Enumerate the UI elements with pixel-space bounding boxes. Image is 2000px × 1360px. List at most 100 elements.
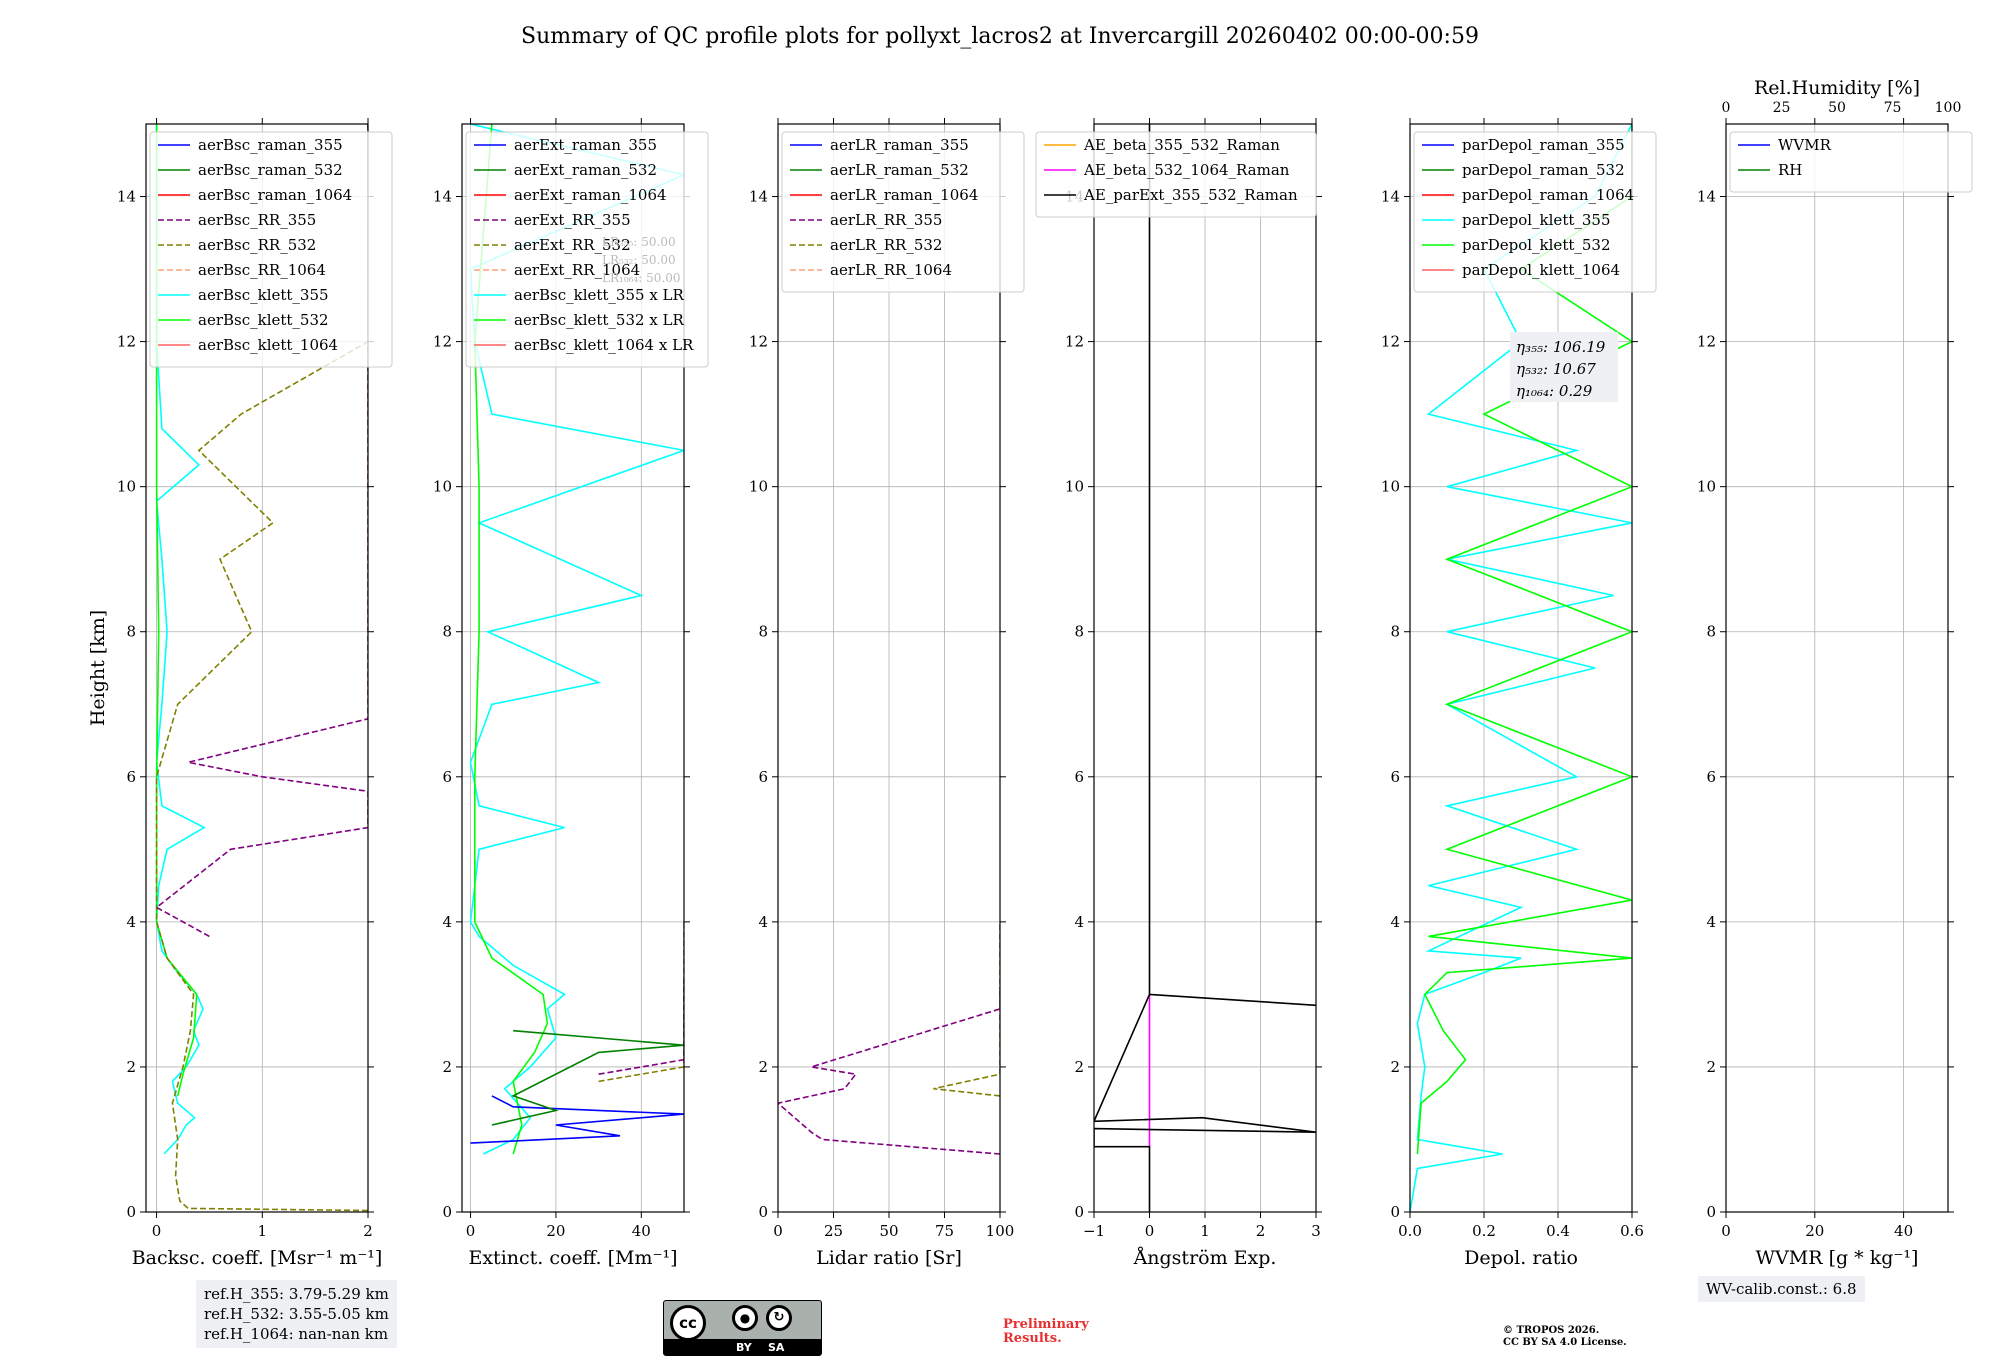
legend-entry: parDepol_klett_532	[1462, 236, 1611, 254]
preliminary-line-1: Preliminary	[1003, 1317, 1089, 1332]
y-tick-label: 14	[749, 188, 768, 206]
copyright-line-1: © TROPOS 2026.	[1503, 1325, 1600, 1336]
y-tick-label: 14	[1381, 188, 1400, 206]
y-tick-label: 14	[1697, 188, 1716, 206]
legend: parDepol_raman_355 parDepol_raman_532 parD…	[1413, 131, 1657, 293]
x-tick-label: 100	[986, 1222, 1015, 1240]
legend-entry: aerBsc_klett_1064	[198, 336, 338, 354]
legend-box	[781, 131, 1025, 293]
panel-frame	[1725, 123, 1949, 1213]
legend-entry: parDepol_klett_1064	[1462, 261, 1620, 279]
x-axis-label: Lidar ratio [Sr]	[816, 1247, 962, 1269]
legend-entry: RH	[1778, 161, 1802, 179]
panel-lidar_ratio: 0 25 50 75 100 0 2 4 6 8 10 12 14 Lidar ratio [Sr] aer…	[749, 118, 1025, 1269]
x-axis-label: Ångström Exp.	[1133, 1247, 1277, 1269]
legend: aerLR_raman_355 aerLR_raman_532 aerLR_rama…	[781, 131, 1025, 293]
copyright-note: © TROPOS 2026. CC BY SA 4.0 License.	[1503, 1325, 1627, 1349]
series-line-aerExt_raman_532	[491, 1029, 684, 1126]
panel-depol: 0.0 0.2 0.4 0.6 0 2 4 6 8 10 12 14 Depol. ratio parDe…	[1381, 118, 1657, 1269]
series-line-parDepol_klett_355	[1410, 124, 1632, 1212]
y-tick-label: 0	[758, 1203, 768, 1221]
attribution-icon: ●	[732, 1305, 758, 1331]
top-x-axis-label: Rel.Humidity [%]	[1754, 77, 1920, 99]
x-tick-label: 20	[1805, 1222, 1824, 1240]
x-tick-label: 1	[1200, 1222, 1210, 1240]
eta-label: η₅₃₂: 10.67	[1516, 360, 1596, 378]
y-tick-label: 10	[1381, 478, 1400, 496]
x-tick-label: 0.4	[1546, 1222, 1570, 1240]
top-x-tick-label: 50	[1828, 100, 1846, 116]
legend: aerExt_raman_355 aerExt_raman_532 aerExt_r…	[465, 131, 709, 368]
x-tick-label: 0	[1145, 1222, 1155, 1240]
y-tick-label: 6	[442, 768, 452, 786]
series-line-aerBsc_klett_532 x LR	[473, 124, 549, 1155]
series-group	[155, 124, 368, 1212]
y-tick-label: 0	[1390, 1203, 1400, 1221]
series-group	[1094, 124, 1316, 1212]
legend-box	[465, 131, 709, 368]
y-tick-label: 6	[126, 768, 136, 786]
y-tick-label: 2	[1074, 1058, 1084, 1076]
legend: WVMR RH	[1729, 131, 1973, 193]
legend-box	[1413, 131, 1657, 293]
legend-entry: aerBsc_RR_1064	[198, 261, 326, 279]
y-tick-label: 0	[442, 1203, 452, 1221]
x-tick-label: 0	[1721, 1222, 1731, 1240]
x-tick-label: 25	[824, 1222, 843, 1240]
legend-entry: aerExt_RR_532	[514, 236, 631, 254]
x-tick-label: 50	[879, 1222, 898, 1240]
legend-entry: AE_beta_532_1064_Raman	[1083, 161, 1290, 179]
panel-frame	[1409, 123, 1633, 1213]
preliminary-line-2: Results.	[1003, 1331, 1062, 1346]
figure-title: Summary of QC profile plots for pollyxt_…	[521, 24, 1479, 49]
x-tick-label: 3	[1311, 1222, 1321, 1240]
ref-height-1064: ref.H_1064: nan-nan km	[204, 1325, 389, 1343]
legend-entry: aerBsc_raman_1064	[198, 186, 352, 204]
legend-entry: WVMR	[1778, 136, 1832, 154]
y-tick-label: 6	[1390, 768, 1400, 786]
series-line-aerExt_RR_355	[598, 979, 684, 1075]
y-tick-label: 12	[1381, 333, 1400, 351]
legend-entry: aerLR_RR_355	[830, 211, 942, 229]
legend-entry: aerExt_RR_355	[514, 211, 631, 229]
x-axis-label: WVMR [g * kg⁻¹]	[1756, 1247, 1919, 1269]
series-line-aerLR_RR_355	[778, 987, 1000, 1155]
wv-calibration-box: WV-calib.const.: 6.8	[1698, 1276, 1865, 1302]
panel-frame	[145, 123, 369, 1213]
legend-entry: AE_beta_355_532_Raman	[1083, 136, 1280, 154]
eta-label: η₁₀₆₄: 0.29	[1516, 382, 1593, 400]
preliminary-note: Preliminary Results.	[1003, 1318, 1089, 1346]
legend: aerBsc_raman_355 aerBsc_raman_532 aerBsc_r…	[149, 131, 393, 368]
panel-frame	[461, 123, 685, 1213]
panel-wvmr: 0 20 40 0 2 4 6 8 10 12 14 WVMR [g * kg⁻¹] WVMR RH 0 25…	[1697, 77, 1973, 1269]
x-tick-label: 0	[773, 1222, 783, 1240]
y-tick-label: 4	[126, 913, 136, 931]
y-tick-label: 10	[1065, 478, 1084, 496]
cc-logo-icon: cc	[670, 1305, 706, 1341]
x-tick-label: −1	[1083, 1222, 1105, 1240]
x-tick-label: 0.2	[1472, 1222, 1496, 1240]
top-x-tick-label: 100	[1935, 100, 1962, 116]
top-x-tick-label: 0	[1722, 100, 1731, 116]
legend-entry: aerLR_RR_1064	[830, 261, 952, 279]
legend-entry: aerBsc_klett_1064 x LR	[514, 336, 694, 354]
legend-entry: AE_parExt_355_532_Raman	[1083, 186, 1298, 204]
y-tick-label: 12	[117, 333, 136, 351]
top-x-tick-label: 75	[1884, 100, 1902, 116]
y-tick-label: 8	[442, 623, 452, 641]
y-tick-label: 0	[1074, 1203, 1084, 1221]
x-tick-label: 0.0	[1398, 1222, 1422, 1240]
y-tick-label: 2	[126, 1058, 136, 1076]
legend-entry: aerExt_raman_355	[514, 136, 657, 154]
panel-angstrom: −1012302468101214Ångström Exp.AE_beta_35…	[1035, 118, 1322, 1269]
ref-height-532: ref.H_532: 3.55-5.05 km	[204, 1305, 389, 1323]
ref-height-355: ref.H_355: 3.79-5.29 km	[204, 1285, 389, 1303]
legend-entry: parDepol_raman_1064	[1462, 186, 1634, 204]
share-alike-icon: ↻	[766, 1305, 792, 1331]
y-tick-label: 8	[1706, 623, 1716, 641]
series-line-aerLR_RR_532	[933, 921, 1000, 1097]
y-tick-label: 8	[758, 623, 768, 641]
legend-entry: aerExt_raman_532	[514, 161, 657, 179]
eta-label: η₃₅₅: 106.19	[1516, 338, 1606, 356]
y-tick-label: 6	[1706, 768, 1716, 786]
